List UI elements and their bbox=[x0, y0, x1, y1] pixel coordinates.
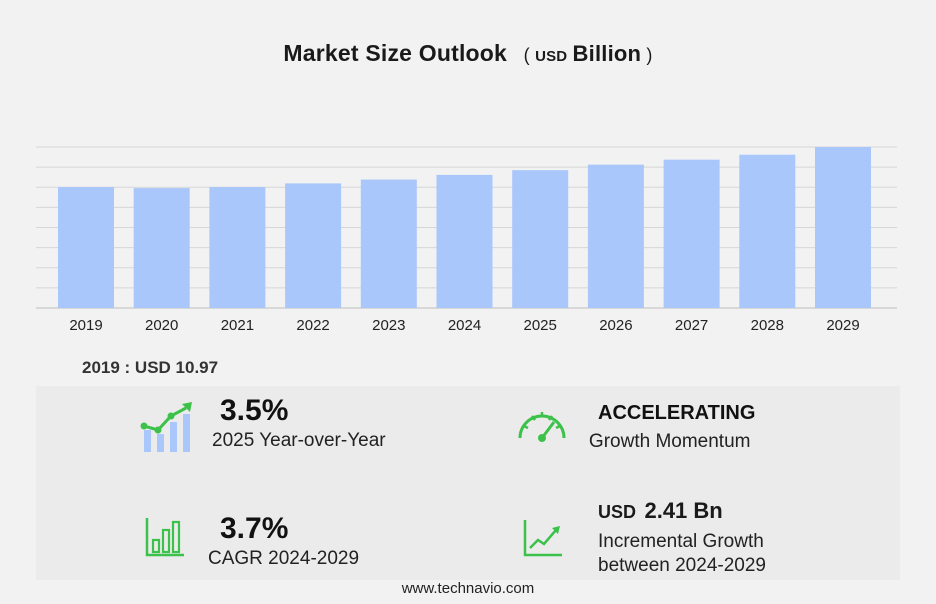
kpi-cagr: 3.7% CAGR 2024-2029 bbox=[208, 512, 359, 570]
bar-2020 bbox=[133, 188, 190, 308]
kpi-incremental-label-1: Incremental Growth bbox=[598, 531, 764, 552]
kpi-incremental-label-2: between 2024-2029 bbox=[598, 555, 766, 576]
chart-title: Market Size Outlook ( USD Billion ) bbox=[0, 40, 936, 67]
footer-source: www.technavio.com bbox=[401, 580, 535, 597]
x-tick-label-2028: 2028 bbox=[751, 317, 784, 334]
x-tick-label-2020: 2020 bbox=[145, 317, 178, 334]
growth-chart-icon bbox=[140, 402, 192, 452]
line-chart-icon bbox=[523, 520, 562, 557]
kpi-incremental-unit: USD bbox=[598, 502, 637, 522]
bar-2019 bbox=[58, 187, 114, 308]
bar-chart-icon bbox=[145, 518, 184, 557]
kpi-yoy-value: 3.5% bbox=[220, 394, 289, 427]
x-tick-label-2024: 2024 bbox=[448, 317, 481, 334]
x-tick-label-2027: 2027 bbox=[675, 317, 708, 334]
title-unit: ( USD Billion ) bbox=[523, 41, 653, 66]
x-tick-label-2025: 2025 bbox=[524, 317, 557, 334]
kpi-cagr-label: CAGR 2024-2029 bbox=[208, 548, 360, 569]
kpi-incremental-value: 2.41 Bn bbox=[644, 498, 723, 523]
x-tick-label-2029: 2029 bbox=[826, 317, 859, 334]
title-text: Market Size Outlook bbox=[283, 40, 508, 66]
speedometer-icon bbox=[518, 412, 566, 442]
kpi-incremental: USD 2.41 Bn Incremental Growth between 2… bbox=[598, 498, 766, 578]
x-tick-label-2019: 2019 bbox=[69, 317, 102, 334]
bar-2029 bbox=[815, 147, 871, 308]
bar-2025 bbox=[512, 170, 569, 308]
kpi-cagr-value: 3.7% bbox=[220, 512, 289, 545]
bar-2021 bbox=[209, 187, 266, 308]
unit-scale: Billion bbox=[572, 41, 642, 66]
x-tick-label-2021: 2021 bbox=[221, 317, 254, 334]
x-tick-label-2026: 2026 bbox=[599, 317, 632, 334]
unit-currency: USD bbox=[535, 48, 568, 65]
kpi-incremental-value-row: USD 2.41 Bn bbox=[598, 498, 766, 524]
bar-2023 bbox=[360, 179, 417, 308]
chart-x-tick-labels: 2019 2020 2021 2022 2023 2024 2025 2026 2027 2028… bbox=[69, 317, 859, 334]
kpi-panel: 3.5% 2025 Year-over-Year ACCELERATING Gr… bbox=[36, 386, 900, 580]
kpi-momentum: ACCELERATING Growth Momentum bbox=[589, 402, 756, 453]
x-tick-label-2023: 2023 bbox=[372, 317, 405, 334]
bar-2024 bbox=[436, 174, 493, 308]
x-tick-label-2022: 2022 bbox=[296, 317, 329, 334]
kpi-momentum-value: ACCELERATING bbox=[598, 402, 756, 424]
kpi-momentum-label: Growth Momentum bbox=[588, 431, 751, 452]
bar-2028 bbox=[739, 154, 796, 308]
bar-2027 bbox=[663, 159, 720, 308]
baseline-value: 2019 : USD 10.97 bbox=[82, 358, 219, 377]
bar-2022 bbox=[285, 183, 342, 308]
bar-chart: 2019 2020 2021 2022 2023 2024 2025 2026 2027 2028… bbox=[36, 146, 897, 334]
kpi-yoy: 3.5% 2025 Year-over-Year bbox=[212, 394, 386, 452]
bar-2026 bbox=[587, 164, 644, 308]
chart-bars bbox=[58, 147, 871, 308]
kpi-yoy-label: 2025 Year-over-Year bbox=[212, 430, 386, 451]
